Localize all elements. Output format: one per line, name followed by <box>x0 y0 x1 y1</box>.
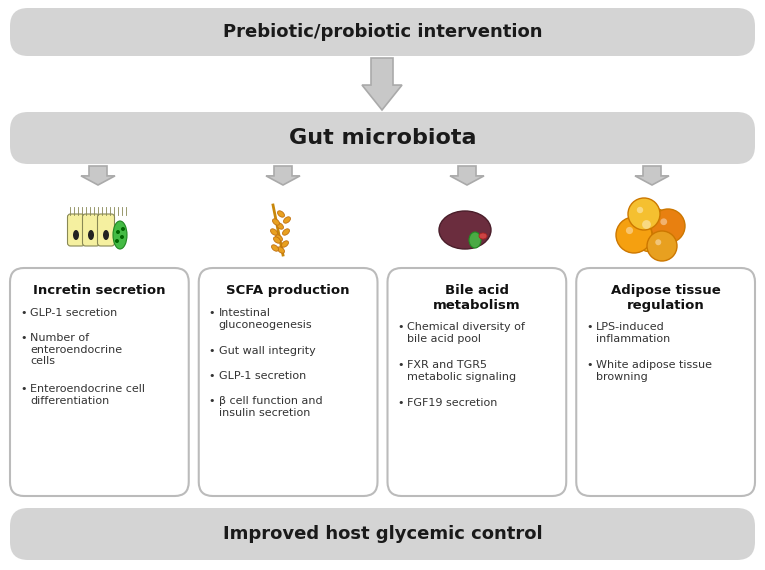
Text: •: • <box>20 308 27 318</box>
Text: •: • <box>209 396 215 406</box>
Text: Enteroendocrine cell
differentiation: Enteroendocrine cell differentiation <box>30 384 145 406</box>
Ellipse shape <box>282 229 289 235</box>
Text: White adipose tissue
browning: White adipose tissue browning <box>596 360 712 381</box>
Text: •: • <box>586 360 593 370</box>
Circle shape <box>115 239 119 243</box>
Text: •: • <box>398 360 404 370</box>
Ellipse shape <box>282 241 288 247</box>
FancyBboxPatch shape <box>388 268 566 496</box>
FancyBboxPatch shape <box>10 112 755 164</box>
FancyBboxPatch shape <box>199 268 377 496</box>
Ellipse shape <box>278 247 285 253</box>
Polygon shape <box>266 166 300 185</box>
Circle shape <box>647 231 677 261</box>
Ellipse shape <box>272 219 279 225</box>
Ellipse shape <box>271 229 278 235</box>
Circle shape <box>636 207 643 213</box>
Text: Chemical diversity of
bile acid pool: Chemical diversity of bile acid pool <box>408 322 526 344</box>
Text: Gut microbiota: Gut microbiota <box>288 128 477 148</box>
Ellipse shape <box>439 211 491 249</box>
FancyBboxPatch shape <box>10 268 189 496</box>
Circle shape <box>651 209 685 243</box>
Text: GLP-1 secretion: GLP-1 secretion <box>30 308 117 318</box>
Circle shape <box>626 227 633 234</box>
Text: •: • <box>209 371 215 381</box>
FancyBboxPatch shape <box>10 508 755 560</box>
Ellipse shape <box>103 230 109 240</box>
Ellipse shape <box>113 221 127 249</box>
FancyBboxPatch shape <box>67 214 84 246</box>
Text: Intestinal
gluconeogenesis: Intestinal gluconeogenesis <box>219 308 312 329</box>
Circle shape <box>656 239 661 245</box>
Circle shape <box>642 220 651 229</box>
Ellipse shape <box>272 245 278 251</box>
Circle shape <box>660 218 667 225</box>
Text: Incretin secretion: Incretin secretion <box>33 284 166 297</box>
Text: Number of
enteroendocrine
cells: Number of enteroendocrine cells <box>30 333 122 366</box>
Text: LPS-induced
inflammation: LPS-induced inflammation <box>596 322 670 344</box>
Text: FGF19 secretion: FGF19 secretion <box>408 398 498 408</box>
Ellipse shape <box>73 230 79 240</box>
Ellipse shape <box>469 232 481 248</box>
Text: •: • <box>20 333 27 343</box>
Text: Gut wall integrity: Gut wall integrity <box>219 346 315 356</box>
Text: •: • <box>209 308 215 318</box>
Circle shape <box>120 235 124 239</box>
Polygon shape <box>635 166 669 185</box>
FancyBboxPatch shape <box>576 268 755 496</box>
Text: •: • <box>398 398 404 408</box>
FancyBboxPatch shape <box>97 214 115 246</box>
Polygon shape <box>81 166 115 185</box>
Ellipse shape <box>274 237 281 243</box>
Text: •: • <box>398 322 404 332</box>
Text: •: • <box>20 384 27 394</box>
Text: Prebiotic/probiotic intervention: Prebiotic/probiotic intervention <box>223 23 542 41</box>
Ellipse shape <box>275 235 282 241</box>
Text: FXR and TGR5
metabolic signaling: FXR and TGR5 metabolic signaling <box>408 360 516 381</box>
Text: Adipose tissue
regulation: Adipose tissue regulation <box>610 284 721 312</box>
FancyBboxPatch shape <box>10 8 755 56</box>
Text: •: • <box>209 346 215 356</box>
Ellipse shape <box>278 211 285 217</box>
Text: β cell function and
insulin secretion: β cell function and insulin secretion <box>219 396 322 418</box>
Text: •: • <box>586 322 593 332</box>
Circle shape <box>630 208 674 252</box>
Ellipse shape <box>276 223 284 229</box>
Circle shape <box>116 230 120 234</box>
Ellipse shape <box>284 217 291 223</box>
Circle shape <box>121 227 125 231</box>
Ellipse shape <box>88 230 94 240</box>
Polygon shape <box>450 166 484 185</box>
Circle shape <box>616 217 652 253</box>
Text: SCFA production: SCFA production <box>226 284 350 297</box>
FancyBboxPatch shape <box>83 214 99 246</box>
Polygon shape <box>362 58 402 110</box>
Circle shape <box>628 198 660 230</box>
Text: Improved host glycemic control: Improved host glycemic control <box>223 525 542 543</box>
Text: GLP-1 secretion: GLP-1 secretion <box>219 371 306 381</box>
Text: Bile acid
metabolism: Bile acid metabolism <box>433 284 521 312</box>
Ellipse shape <box>479 233 487 239</box>
